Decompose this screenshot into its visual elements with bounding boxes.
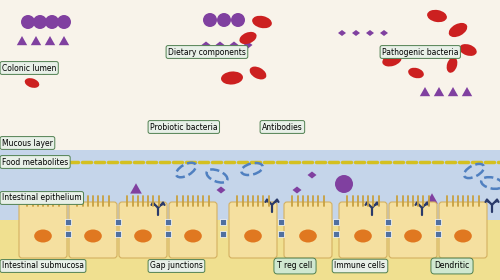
Text: T reg cell: T reg cell: [278, 262, 312, 270]
Polygon shape: [366, 30, 374, 36]
Ellipse shape: [203, 13, 217, 27]
Text: Intestinal submucosa: Intestinal submucosa: [2, 262, 84, 270]
Text: Mucous layer: Mucous layer: [2, 139, 53, 148]
FancyBboxPatch shape: [284, 202, 332, 258]
Text: Dietary components: Dietary components: [168, 48, 246, 57]
Ellipse shape: [34, 230, 52, 242]
Polygon shape: [31, 36, 41, 45]
Polygon shape: [420, 87, 430, 96]
FancyBboxPatch shape: [115, 231, 121, 237]
Ellipse shape: [408, 68, 424, 78]
Ellipse shape: [448, 23, 468, 37]
Polygon shape: [292, 186, 302, 193]
Polygon shape: [244, 41, 252, 48]
FancyBboxPatch shape: [220, 219, 226, 225]
Ellipse shape: [354, 230, 372, 242]
Polygon shape: [380, 30, 388, 36]
FancyBboxPatch shape: [278, 219, 283, 225]
FancyBboxPatch shape: [229, 202, 277, 258]
Ellipse shape: [244, 230, 262, 242]
Polygon shape: [130, 183, 142, 193]
Ellipse shape: [231, 13, 245, 27]
Polygon shape: [426, 193, 438, 204]
FancyBboxPatch shape: [220, 231, 226, 237]
Ellipse shape: [40, 61, 56, 74]
Ellipse shape: [446, 57, 458, 73]
Ellipse shape: [427, 10, 447, 22]
Ellipse shape: [454, 230, 472, 242]
Ellipse shape: [57, 15, 71, 29]
Polygon shape: [308, 171, 316, 179]
FancyBboxPatch shape: [165, 231, 171, 237]
Ellipse shape: [335, 175, 353, 193]
Ellipse shape: [460, 44, 476, 56]
FancyBboxPatch shape: [69, 202, 117, 258]
Polygon shape: [230, 41, 238, 48]
Polygon shape: [434, 87, 444, 96]
FancyBboxPatch shape: [439, 202, 487, 258]
Ellipse shape: [184, 230, 202, 242]
Ellipse shape: [45, 15, 59, 29]
FancyBboxPatch shape: [65, 231, 71, 237]
Ellipse shape: [299, 230, 317, 242]
FancyBboxPatch shape: [389, 202, 437, 258]
Text: Food metabolites: Food metabolites: [2, 158, 68, 167]
FancyBboxPatch shape: [115, 219, 121, 225]
Polygon shape: [352, 30, 360, 36]
Ellipse shape: [240, 32, 256, 44]
Ellipse shape: [24, 78, 40, 88]
Polygon shape: [17, 36, 27, 45]
Ellipse shape: [134, 230, 152, 242]
FancyBboxPatch shape: [0, 0, 500, 162]
Polygon shape: [45, 36, 55, 45]
Polygon shape: [216, 41, 224, 48]
Text: Pathogenic bacteria: Pathogenic bacteria: [382, 48, 458, 57]
FancyBboxPatch shape: [385, 231, 391, 237]
FancyBboxPatch shape: [19, 202, 67, 258]
Ellipse shape: [217, 13, 231, 27]
Text: Colonic lumen: Colonic lumen: [2, 64, 56, 73]
FancyBboxPatch shape: [435, 219, 441, 225]
Polygon shape: [462, 87, 472, 96]
Ellipse shape: [382, 53, 402, 66]
Ellipse shape: [33, 15, 47, 29]
Ellipse shape: [221, 71, 243, 85]
FancyBboxPatch shape: [0, 150, 500, 245]
Text: Intestinal epithelium: Intestinal epithelium: [2, 193, 82, 202]
FancyBboxPatch shape: [119, 202, 167, 258]
Ellipse shape: [250, 67, 266, 80]
Polygon shape: [448, 87, 458, 96]
Ellipse shape: [21, 15, 35, 29]
Polygon shape: [202, 41, 210, 48]
FancyBboxPatch shape: [65, 219, 71, 225]
FancyBboxPatch shape: [169, 202, 217, 258]
FancyBboxPatch shape: [165, 219, 171, 225]
Ellipse shape: [84, 230, 102, 242]
Text: Antibodies: Antibodies: [262, 123, 303, 132]
Text: Gap junctions: Gap junctions: [150, 262, 203, 270]
FancyBboxPatch shape: [385, 219, 391, 225]
FancyBboxPatch shape: [435, 231, 441, 237]
FancyBboxPatch shape: [278, 231, 283, 237]
Text: Immune cells: Immune cells: [334, 262, 386, 270]
Polygon shape: [59, 36, 69, 45]
FancyBboxPatch shape: [332, 231, 338, 237]
Polygon shape: [216, 186, 226, 193]
Ellipse shape: [404, 230, 422, 242]
FancyBboxPatch shape: [0, 220, 500, 280]
FancyBboxPatch shape: [332, 219, 338, 225]
Text: Dendritic: Dendritic: [434, 262, 470, 270]
Polygon shape: [338, 30, 346, 36]
Ellipse shape: [252, 16, 272, 28]
Text: Probiotic bacteria: Probiotic bacteria: [150, 123, 218, 132]
FancyBboxPatch shape: [339, 202, 387, 258]
